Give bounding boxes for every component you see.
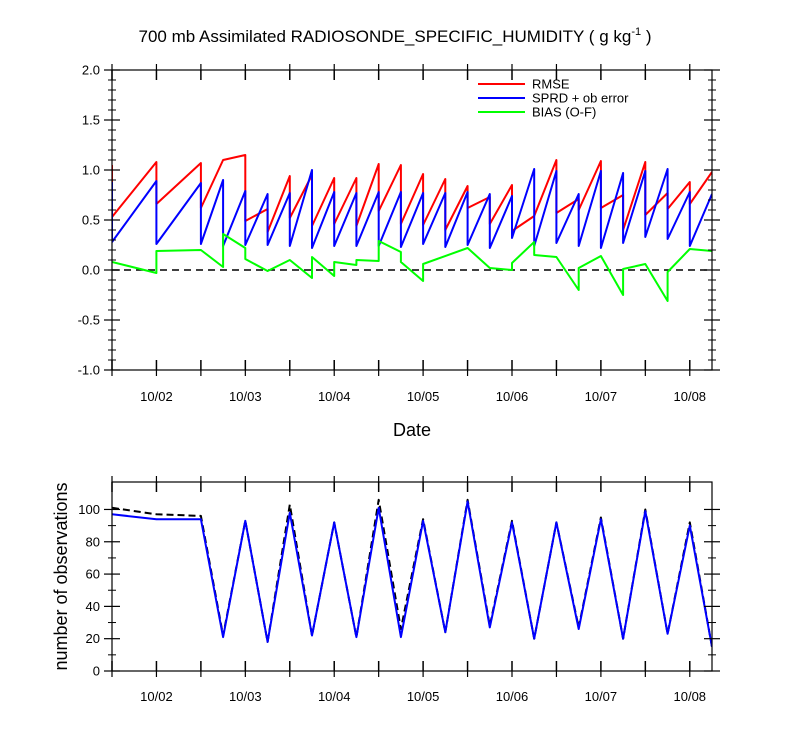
y-axis-title: number of observations	[51, 482, 71, 670]
x-tick-label: 10/06	[496, 689, 529, 704]
legend-label: RMSE	[532, 77, 570, 92]
y-tick-label: 60	[86, 567, 100, 582]
x-tick-label: 10/03	[229, 689, 262, 704]
y-tick-label: 80	[86, 534, 100, 549]
plot-frame	[111, 481, 713, 672]
legend-label: SPRD + ob error	[532, 91, 629, 106]
rmse-sprd-bias-chart: 700 mb Assimilated RADIOSONDE_SPECIFIC_H…	[78, 26, 720, 440]
x-tick-label: 10/08	[674, 389, 707, 404]
x-tick-label: 10/07	[585, 389, 618, 404]
x-tick-label: 10/02	[140, 689, 173, 704]
series-line-sprd-ob-error	[112, 168, 712, 249]
y-tick-label: 0.0	[82, 263, 100, 278]
y-tick-label: 2.0	[82, 63, 100, 78]
y-tick-label: 20	[86, 631, 100, 646]
y-tick-label: -1.0	[78, 363, 100, 378]
y-tick-label: 0	[93, 664, 100, 679]
x-tick-label: 10/05	[407, 389, 440, 404]
y-tick-label: 0.5	[82, 213, 100, 228]
chart-title: 700 mb Assimilated RADIOSONDE_SPECIFIC_H…	[139, 26, 652, 46]
legend-label: BIAS (O-F)	[532, 105, 596, 120]
x-tick-label: 10/04	[318, 689, 351, 704]
x-axis-title: Date	[393, 420, 431, 440]
series-line-observations-assimilated	[112, 500, 712, 647]
x-tick-label: 10/05	[407, 689, 440, 704]
y-tick-label: 100	[78, 502, 100, 517]
y-tick-label: 1.5	[82, 113, 100, 128]
x-tick-label: 10/03	[229, 389, 262, 404]
observation-count-chart: 10/02 10/03 10/04 10/05 10/06 10/07 10/08 0 20 40…	[51, 476, 720, 704]
x-tick-label: 10/07	[585, 689, 618, 704]
y-tick-label: 1.0	[82, 163, 100, 178]
y-tick-label: -0.5	[78, 313, 100, 328]
series-line-bias-o-f	[112, 233, 712, 302]
x-tick-label: 10/06	[496, 389, 529, 404]
y-tick-label: 40	[86, 599, 100, 614]
x-tick-label: 10/08	[674, 689, 707, 704]
x-tick-label: 10/04	[318, 389, 351, 404]
x-tick-label: 10/02	[140, 389, 173, 404]
